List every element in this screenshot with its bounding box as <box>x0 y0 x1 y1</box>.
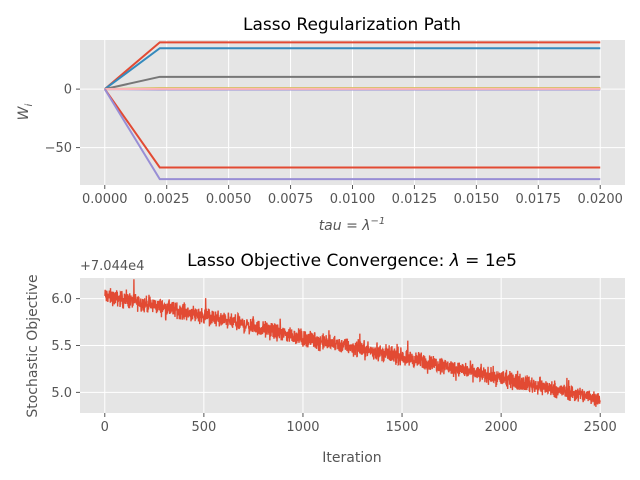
chart-title-bottom: Lasso Objective Convergence: λ = 1e5 <box>187 251 517 271</box>
y-axis-label-bottom: Stochastic Objective <box>25 274 41 417</box>
offset-text-bottom: +7.044e4 <box>80 259 144 274</box>
y-axis-label-top: Wi <box>16 103 35 120</box>
x-axis-label-top: tau = λ−1 <box>319 216 386 234</box>
ytick-label-bottom: 6.0 <box>51 292 72 307</box>
yticks-bottom: 5.0 5.5 6.0 <box>51 292 80 401</box>
xticks-bottom: 0 500 1000 1500 2000 2500 <box>101 413 617 435</box>
objective-line <box>104 279 601 407</box>
xtick-label-top: 0.0075 <box>268 192 314 207</box>
xtick-label-top: 0.0200 <box>577 192 623 207</box>
xtick-label-top: 0.0025 <box>144 192 190 207</box>
ytick-label-bottom: 5.5 <box>51 339 72 354</box>
series-bottom <box>104 279 601 407</box>
ytick-label-top: 0 <box>64 83 72 98</box>
chart-objective-convergence: 0 500 1000 1500 2000 2500 5.0 5.5 6.0 Lasso Obj… <box>25 251 625 466</box>
xtick-label-top: 0.0050 <box>206 192 252 207</box>
xtick-label-top: 0.0000 <box>82 192 128 207</box>
path-line-2 <box>104 47 601 90</box>
chart-regularization-path: 0.0000 0.0025 0.0050 0.0075 0.0100 0.0125 0.01… <box>16 15 625 234</box>
xtick-label-top: 0.0125 <box>392 192 438 207</box>
path-line-8 <box>103 88 601 169</box>
xtick-label-bottom: 2500 <box>584 420 617 435</box>
path-line-1 <box>104 41 601 90</box>
xtick-label-bottom: 2000 <box>485 420 518 435</box>
yticks-top: −50 0 <box>45 83 80 156</box>
chart-title-top: Lasso Regularization Path <box>243 15 461 35</box>
ytick-label-top: −50 <box>45 141 72 156</box>
xtick-label-top: 0.0100 <box>330 192 376 207</box>
xtick-label-bottom: 0 <box>101 420 109 435</box>
xtick-label-bottom: 1000 <box>286 420 319 435</box>
xtick-label-top: 0.0175 <box>516 192 562 207</box>
xtick-label-bottom: 1500 <box>385 420 418 435</box>
series-top <box>103 41 601 181</box>
path-line-9 <box>103 88 601 181</box>
xticks-top: 0.0000 0.0025 0.0050 0.0075 0.0100 0.0125 0.01… <box>82 185 623 207</box>
ytick-label-bottom: 5.0 <box>51 386 72 401</box>
xtick-label-top: 0.0150 <box>454 192 500 207</box>
path-line-3 <box>104 75 601 91</box>
xtick-label-bottom: 500 <box>191 420 216 435</box>
x-axis-label-bottom: Iteration <box>322 450 381 466</box>
